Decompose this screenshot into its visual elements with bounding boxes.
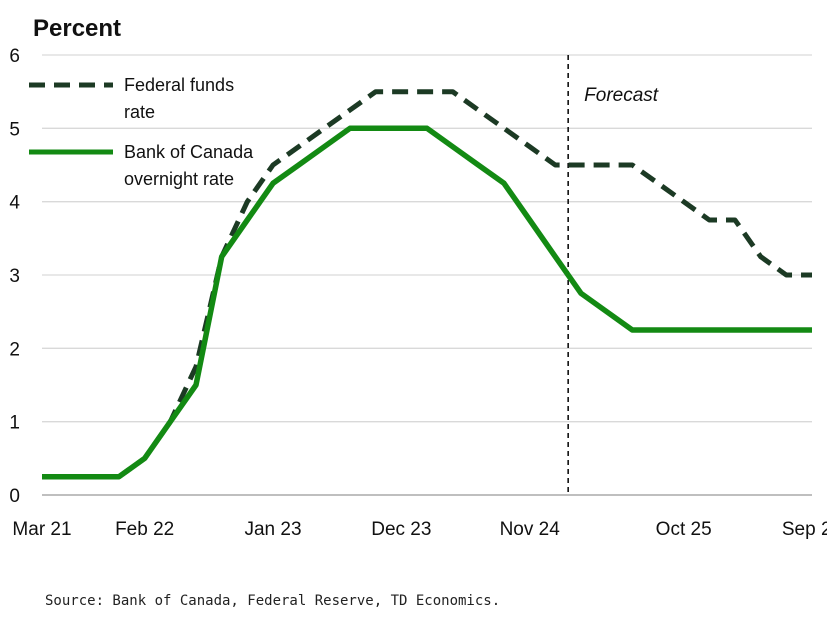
- y-tick-label: 5: [9, 119, 20, 140]
- x-tick-label: Nov 24: [500, 519, 561, 540]
- y-axis-ticks: 0 1 2 3 4 5 6: [9, 46, 20, 507]
- x-axis-ticks: Mar 21 Feb 22 Jan 23 Dec 23 Nov 24 Oct 25 Sep …: [12, 519, 827, 540]
- x-tick-label: Dec 23: [371, 519, 431, 540]
- forecast-label: Forecast: [584, 85, 659, 106]
- legend-label: rate: [124, 102, 155, 122]
- y-tick-label: 6: [9, 46, 20, 67]
- x-tick-label: Jan 23: [244, 519, 301, 540]
- x-tick-label: Feb 22: [115, 519, 174, 540]
- legend-label: Federal funds: [124, 75, 234, 95]
- y-axis-title: Percent: [33, 15, 121, 42]
- legend-label: Bank of Canada: [124, 142, 254, 162]
- x-tick-label: Mar 21: [12, 519, 71, 540]
- y-tick-label: 2: [9, 339, 20, 360]
- y-tick-label: 4: [9, 193, 20, 214]
- legend: Federal funds rate Bank of Canada overnight…: [29, 75, 254, 189]
- x-tick-label: Sep 26: [782, 519, 827, 540]
- gridlines: [42, 54, 812, 496]
- y-tick-label: 1: [9, 413, 20, 434]
- bank-of-canada-line: [42, 125, 812, 480]
- series-lines: [42, 89, 812, 480]
- y-tick-label: 0: [9, 486, 20, 507]
- x-tick-label: Oct 25: [656, 519, 712, 540]
- y-tick-label: 3: [9, 266, 20, 287]
- legend-label: overnight rate: [124, 169, 234, 189]
- source-note: Source: Bank of Canada, Federal Reserve,…: [45, 593, 501, 609]
